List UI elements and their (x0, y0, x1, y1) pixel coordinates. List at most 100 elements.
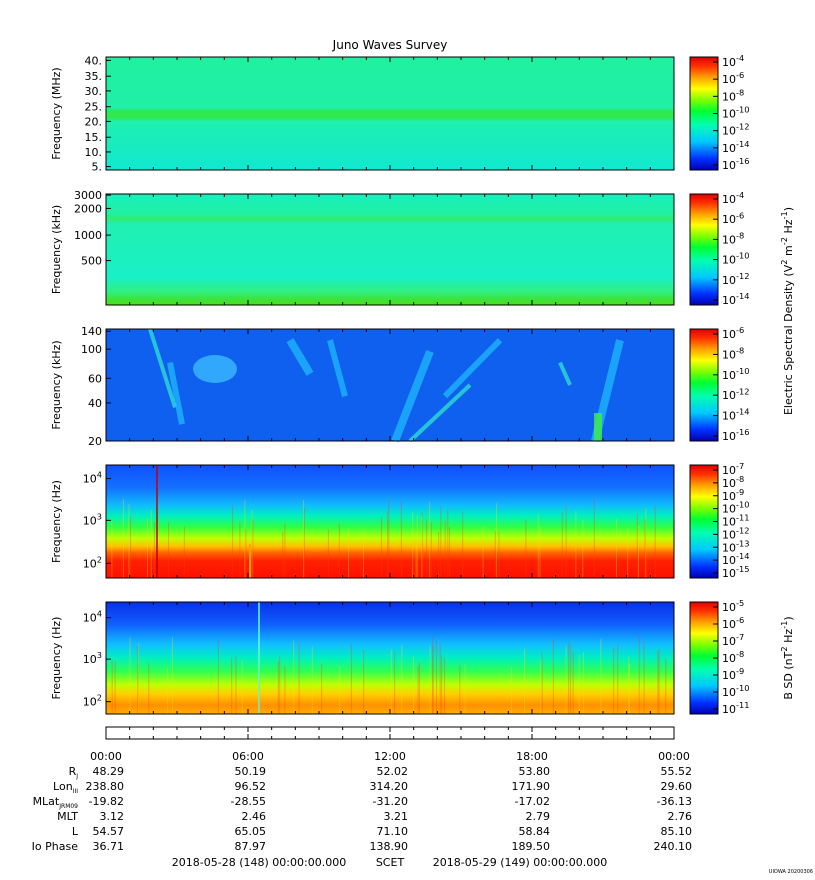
spectrogram-3 (106, 329, 674, 441)
colorbar-tick-label: 10-4​ (722, 53, 744, 69)
emission-streak (327, 339, 348, 397)
ephemeris-value: 138.90 (370, 840, 409, 853)
y-tick-label: 20 (88, 435, 102, 448)
colorbar-tick-label: 10-12​ (722, 525, 749, 541)
ephemeris-value: 189.50 (512, 840, 551, 853)
ephemeris-value: 36.71 (93, 840, 125, 853)
ephemeris-value: -31.20 (373, 795, 408, 808)
y-tick-label: 5. (92, 161, 103, 174)
time-label: 00:00 (90, 750, 122, 763)
ephemeris-value: -36.13 (657, 795, 692, 808)
colorbar-tick-label: 10-14​ (722, 139, 749, 155)
spectrogram-panel-4: 104​ 103​ 102​ Frequency (Hz) 10-7​10-8​10-9… (50, 461, 749, 580)
scet-label: SCET (376, 856, 405, 869)
time-label: 00:00 (658, 750, 690, 763)
y-tick-label: 20. (85, 115, 103, 128)
colorbar-tick-label: 10-6​ (722, 210, 744, 226)
colorbar-tick-label: 10-16​ (722, 156, 749, 172)
colorbar-tick-label: 10-7​ (722, 461, 744, 477)
ephemeris-value: 240.10 (654, 840, 693, 853)
y-axis-label: Frequency (Hz) (50, 480, 63, 563)
spectrogram-panel-1: 40. 35. 30. 25.20. 15. 10. 5. Frequency (MHz) 10… (50, 53, 749, 174)
y-axis-label: Frequency (MHz) (50, 67, 63, 159)
y-tick-label: 140 (81, 325, 102, 338)
colorbar-tick-label: 10-12​ (722, 386, 749, 402)
y-tick-label: 35. (85, 70, 103, 83)
ephemeris-value: 314.20 (370, 780, 409, 793)
colorbar-tick-label: 10-12​ (722, 122, 749, 138)
colorbar-label: B SD (nT2​ Hz-1​) (779, 616, 795, 699)
ephemeris-value: 87.97 (235, 840, 267, 853)
ephemeris-value: 171.90 (512, 780, 551, 793)
ephemeris-value: -28.55 (231, 795, 266, 808)
ephemeris-row-label: RJ (69, 765, 79, 780)
colorbar-tick-label: 10-15​ (722, 564, 749, 580)
ephemeris-value: -19.82 (89, 795, 124, 808)
y-tick-label: 40. (85, 54, 103, 67)
y-tick-label: 1000 (74, 229, 102, 242)
time-label: 18:00 (516, 750, 548, 763)
spectrogram-4 (106, 465, 674, 578)
colorbar-tick-label: 10-10​ (722, 251, 749, 267)
figure-title: Juno Waves Survey (332, 38, 448, 52)
ephemeris-value: 50.19 (235, 765, 267, 778)
y-tick-label: 25. (85, 101, 103, 114)
ephemeris-row-label: LonIII (53, 780, 78, 795)
ephemeris-value: 71.10 (377, 825, 409, 838)
colorbar-tick-label: 10-8​ (722, 474, 744, 490)
colorbar-tick-label: 10-7​ (722, 632, 744, 648)
emission-streak (286, 338, 314, 376)
y-tick-label: 104​ (83, 470, 102, 486)
colorbar-tick-label: 10-5​ (722, 598, 744, 614)
ephemeris-row-label: L (72, 825, 79, 838)
colorbar-tick-label: 10-14​ (722, 407, 749, 423)
y-tick-label: 3000 (74, 189, 102, 202)
colorbar (689, 328, 719, 442)
colorbar-tick-label: 10-9​ (722, 487, 744, 503)
y-tick-label: 15. (85, 131, 103, 144)
emission-band (594, 413, 602, 441)
ephemeris-value: 3.21 (384, 810, 409, 823)
ephemeris-value: 55.52 (661, 765, 693, 778)
y-tick-label: 104​ (83, 609, 102, 625)
y-tick-label: 30. (85, 85, 103, 98)
colorbar-tick-label: 10-13​ (722, 538, 749, 554)
spectrogram-1 (106, 57, 674, 170)
colorbar-tick-label: 10-14​ (722, 291, 749, 307)
colorbar-tick-label: 10-10​ (722, 105, 749, 121)
colorbar-tick-label: 10-9​ (722, 666, 744, 682)
colorbar-tick-label: 10-8​ (722, 230, 744, 246)
end-time: 2018-05-29 (149) 00:00:00.000 (433, 856, 607, 869)
y-tick-label: 102​ (83, 554, 102, 570)
ephemeris-value: 52.02 (377, 765, 409, 778)
emission-streak (558, 361, 572, 386)
colorbar (689, 193, 719, 306)
footer-label: UIOWA 20200306 (769, 869, 813, 875)
y-tick-label: 2000 (74, 202, 102, 215)
ephemeris-row-label: MLT (57, 810, 78, 823)
colorbar-tick-label: 10-10​ (722, 683, 749, 699)
colorbar-tick-label: 10-11​ (722, 513, 749, 529)
spectrogram-5 (106, 602, 674, 714)
colorbar-tick-label: 10-8​ (722, 87, 744, 103)
emission-streak (167, 362, 185, 425)
colorbar-tick-label: 10-4​ (722, 190, 744, 206)
ephemeris-value: 53.80 (519, 765, 551, 778)
ephemeris-value: 29.60 (661, 780, 693, 793)
emission-streak (408, 383, 472, 443)
y-axis-label: Frequency (Hz) (50, 617, 63, 700)
emission-streak (391, 349, 434, 443)
ephemeris-value: 85.10 (661, 825, 693, 838)
y-tick-label: 102​ (83, 693, 102, 709)
y-tick-label: 103​ (83, 650, 102, 666)
colorbar-tick-label: 10-8​ (722, 649, 744, 665)
emission-streak (442, 338, 503, 399)
ephemeris-value: 238.80 (86, 780, 125, 793)
ephemeris-value: 2.79 (526, 810, 551, 823)
spectrogram-panel-5: 104​ 103​ 102​ Frequency (Hz) 10-5​10-6​10-7… (50, 598, 795, 716)
ephemeris-value: -17.02 (515, 795, 550, 808)
ephemeris-value: 65.05 (235, 825, 267, 838)
ephemeris-value: 2.46 (242, 810, 267, 823)
